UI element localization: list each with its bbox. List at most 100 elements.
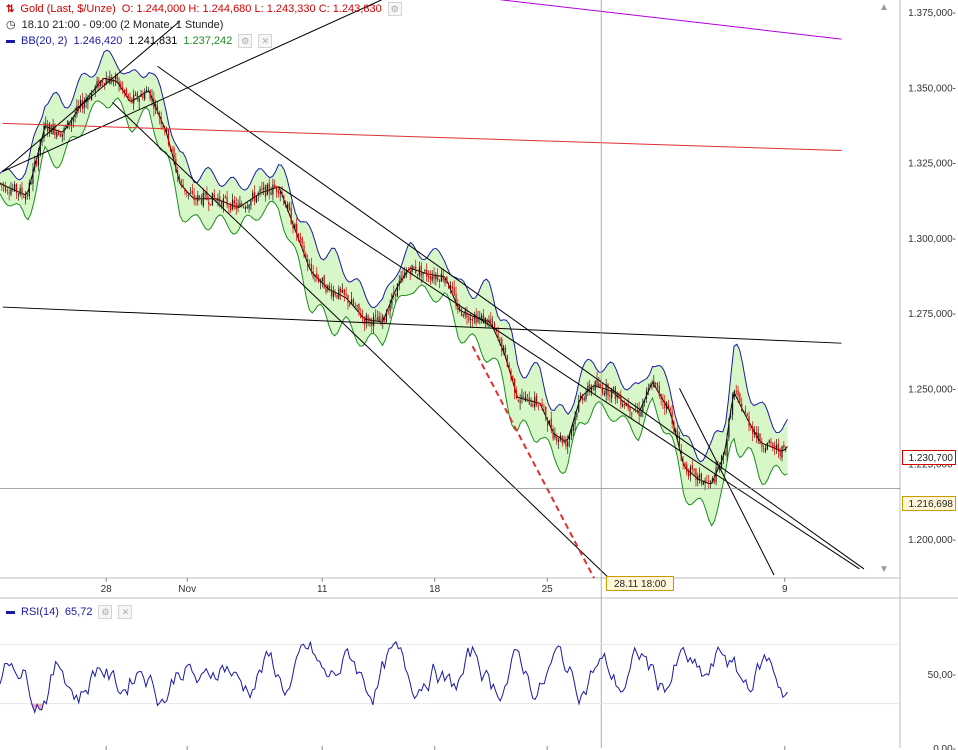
candle-body <box>292 224 294 229</box>
candle-body <box>605 384 607 395</box>
candle-body <box>343 289 345 295</box>
y-tick-label: 1.350,000- <box>908 83 956 94</box>
candle-body <box>557 439 560 443</box>
candle-body <box>462 314 464 317</box>
candle-body <box>341 290 344 293</box>
candle-body <box>757 432 759 440</box>
candle-body <box>523 397 525 400</box>
candle-body <box>669 408 671 410</box>
candle-body <box>233 200 236 204</box>
chart-type-icon[interactable]: ⇅ <box>6 3 15 15</box>
candle-body <box>579 395 582 399</box>
rsi-close-icon[interactable]: ✕ <box>118 605 133 619</box>
candle-body <box>510 370 512 377</box>
candle-body <box>8 192 10 194</box>
candle-body <box>616 394 618 398</box>
instrument-legend: ⇅ Gold (Last, $/Unze) O: 1.244,000 H: 1.… <box>6 2 402 16</box>
candle-body <box>4 185 7 192</box>
candle-body <box>722 453 725 458</box>
candle-body <box>369 318 371 322</box>
candle-body <box>671 411 673 425</box>
rsi-settings-icon[interactable]: ⚙ <box>98 605 113 619</box>
trendline-channel-top <box>2 20 181 172</box>
candle-body <box>63 127 65 134</box>
candle-body <box>662 399 664 402</box>
candle-body <box>675 430 677 433</box>
bb-mid: 1.241,831 <box>128 35 178 47</box>
x-tick-label: Nov <box>178 584 196 595</box>
candle-body <box>565 439 567 447</box>
candle-body <box>766 442 768 450</box>
candle-body <box>285 204 287 208</box>
scroll-up-icon[interactable]: ▲ <box>879 2 889 13</box>
candle-body <box>352 299 355 306</box>
candle-body <box>312 271 314 278</box>
settings-icon[interactable]: ⚙ <box>387 2 402 16</box>
candle-body <box>625 404 627 407</box>
candle-body <box>704 480 706 484</box>
bb-upper: 1.246,420 <box>73 35 123 47</box>
candle-body <box>72 117 74 122</box>
candle-body <box>422 272 424 275</box>
bb-lower: 1.237,242 <box>183 35 233 47</box>
candle-body <box>246 206 248 208</box>
candle-body <box>184 188 186 192</box>
candle-body <box>345 294 347 296</box>
y-tick-label: 1.325,000- <box>908 159 956 170</box>
candle-body <box>470 318 472 321</box>
x-tick-label: 28 <box>101 584 113 595</box>
candle-body <box>272 184 274 195</box>
candle-body <box>697 475 699 481</box>
candle-body <box>501 338 503 352</box>
candle-body <box>239 203 241 207</box>
candle-body <box>781 446 783 458</box>
candle-body <box>420 265 422 277</box>
candle-body <box>492 321 494 323</box>
x-tick-label: 9 <box>782 584 788 595</box>
candle-body <box>78 105 80 107</box>
candle-body <box>581 395 583 401</box>
candle-body <box>37 152 40 166</box>
candle-body <box>528 397 530 405</box>
candle-body <box>416 274 419 275</box>
candle-body <box>156 106 159 114</box>
candle-body <box>468 316 470 321</box>
candle-body <box>261 188 263 190</box>
candle-body <box>332 290 334 298</box>
candle-body <box>385 314 388 323</box>
candle-body <box>74 114 76 118</box>
candle-body <box>103 83 105 85</box>
candle-body <box>318 277 320 283</box>
candle-body <box>151 96 153 100</box>
bb-settings-icon[interactable]: ⚙ <box>238 34 253 48</box>
candle-body <box>193 194 195 201</box>
candle-body <box>129 96 131 99</box>
candle-body <box>572 423 574 432</box>
candle-body <box>50 124 52 135</box>
candle-body <box>237 204 239 208</box>
x-tick-label: 18 <box>429 584 441 595</box>
candle-body <box>539 404 541 406</box>
rsi-tick-label: 0,00- <box>933 744 956 750</box>
candle-body <box>537 404 540 406</box>
candle-body <box>338 288 340 299</box>
candle-body <box>552 428 554 439</box>
bb-close-icon[interactable]: ✕ <box>258 34 273 48</box>
candle-body <box>688 470 690 477</box>
trendline-channel-a <box>157 65 865 570</box>
rsi-line <box>0 640 788 714</box>
candle-body <box>0 182 1 184</box>
candle-body <box>19 187 21 195</box>
candle-body <box>772 443 774 448</box>
candle-body <box>158 113 160 118</box>
candle-body <box>455 293 457 307</box>
candle-body <box>14 184 16 191</box>
x-tick-label: 25 <box>542 584 554 595</box>
candle-body <box>612 387 615 389</box>
scroll-down-icon[interactable]: ▼ <box>879 564 889 575</box>
candle-body <box>107 78 109 83</box>
candle-body <box>310 263 312 272</box>
trendline-red-dashed <box>471 345 595 579</box>
